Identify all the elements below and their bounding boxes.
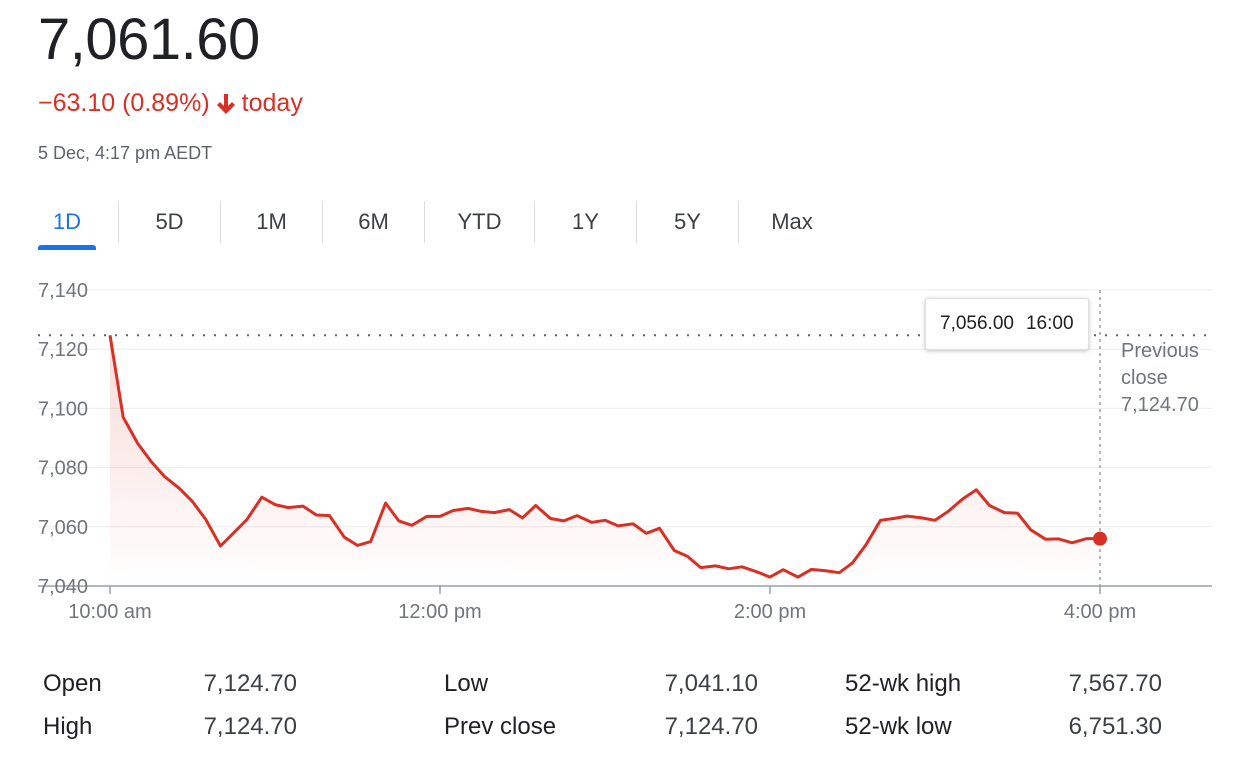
prev-close-label-1: Previous [1121,340,1199,362]
prev-close-label-2: close [1121,367,1168,389]
y-tick-label: 7,080 [38,458,88,480]
x-tick-label: 2:00 pm [734,601,806,623]
current-price: 7,061.60 [38,7,260,72]
stat-value-open: 7,124.70 [203,670,297,697]
y-tick-label: 7,040 [38,576,88,598]
arrow-down-icon [216,93,236,115]
tooltip-time: 16:00 [1025,313,1074,334]
price-change-value: −63.10 (0.89%) [38,89,210,117]
price-change: −63.10 (0.89%) today [38,89,303,118]
stat-value-prev-close: 7,124.70 [664,713,758,740]
tab-5y[interactable]: 5Y [674,209,701,234]
tab-divider [322,201,323,243]
y-tick-label: 7,100 [38,398,88,420]
last-price-dot [1093,531,1107,546]
stat-value-high: 7,124.70 [203,713,297,740]
stat-label-52wk-low: 52-wk low [845,713,952,740]
tab-divider [534,201,535,243]
tooltip-value: 7,056.00 [940,313,1014,334]
x-tick-label: 4:00 pm [1064,601,1136,623]
x-tick-label: 10:00 am [68,601,151,623]
stat-label-52wk-high: 52-wk high [845,670,962,697]
stat-label-prev-close: Prev close [444,713,557,740]
y-tick-label: 7,140 [38,280,88,302]
tab-1y[interactable]: 1Y [572,209,599,234]
x-tick-label: 12:00 pm [398,601,481,623]
stat-label-low: Low [444,670,489,697]
stat-value-52wk-high: 7,567.70 [1068,670,1162,697]
tab-divider [738,201,739,243]
tab-5d[interactable]: 5D [155,209,184,234]
price-chart[interactable]: 7,140 7,120 7,100 7,080 7,060 7,040 10:00 am 1… [0,270,1246,630]
price-change-suffix: today [241,89,303,117]
tab-1m[interactable]: 1M [256,209,287,234]
stat-value-52wk-low: 6,751.30 [1068,713,1162,740]
y-tick-label: 7,120 [38,339,88,361]
price-line [108,335,1100,579]
stat-label-high: High [43,713,93,740]
stats-table: Open 7,124.70 High 7,124.70 Low 7,041.10… [0,662,1246,752]
price-area-fill [110,335,1100,586]
stat-value-low: 7,041.10 [664,670,758,697]
range-tabs: 1D 5D 1M 6M YTD 1Y 5Y Max [38,200,845,250]
price-tooltip: 7,056.00 16:00 [925,298,1089,350]
tab-divider [118,201,119,243]
y-tick-label: 7,060 [38,517,88,539]
tab-divider [636,201,637,243]
tab-divider [424,201,425,243]
tab-max[interactable]: Max [771,209,813,234]
tab-ytd[interactable]: YTD [457,209,502,234]
tab-6m[interactable]: 6M [358,209,389,234]
tab-divider [220,201,221,243]
quote-timestamp: 5 Dec, 4:17 pm AEDT [38,143,213,163]
prev-close-label-3: 7,124.70 [1121,394,1199,416]
stat-label-open: Open [43,670,102,697]
tab-1d[interactable]: 1D [38,200,96,250]
